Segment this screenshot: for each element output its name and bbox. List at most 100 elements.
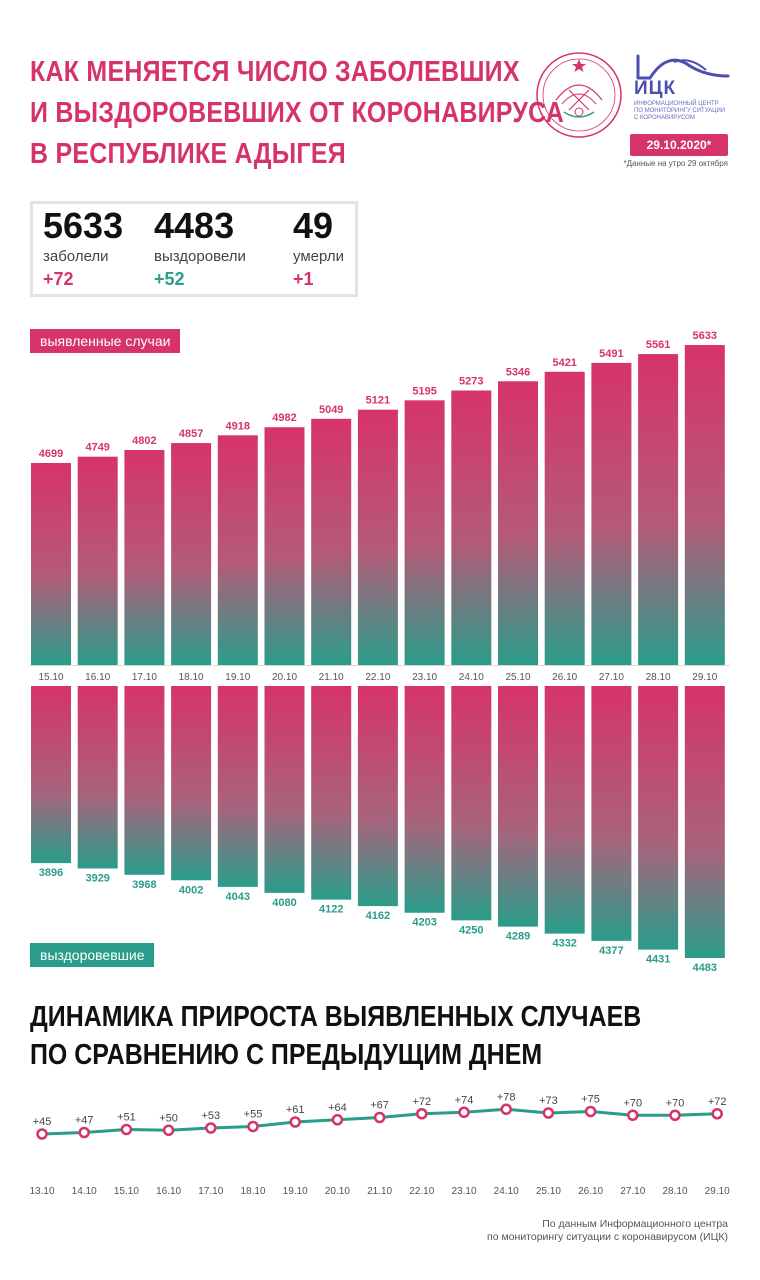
cases-bar	[544, 371, 585, 665]
recovered-bar	[171, 686, 212, 881]
title-line: В РЕСПУБЛИКЕ АДЫГЕЯ	[30, 138, 346, 170]
growth-point	[584, 1105, 597, 1118]
growth-date-label: 27.10	[620, 1186, 645, 1197]
growth-value-label: +72	[412, 1096, 431, 1108]
growth-date-label: 22.10	[409, 1186, 434, 1197]
stat-recovered: 4483 выздоровели +52	[154, 204, 246, 290]
cases-value-label: 5561	[646, 339, 670, 351]
date-tick-label: 21.10	[319, 672, 344, 683]
subtitle-line: ПО СРАВНЕНИЮ С ПРЕДЫДУЩИМ ДНЕМ	[30, 1039, 543, 1071]
growth-value-label: +64	[328, 1102, 347, 1114]
date-note: *Данные на утро 29 октября	[623, 159, 728, 168]
cases-bar	[77, 456, 118, 665]
cases-bar	[498, 381, 538, 665]
date-tick-label: 18.10	[179, 672, 204, 683]
recovered-legend-pill: выздоровевшие	[30, 943, 155, 967]
cases-value-label: 4918	[226, 420, 250, 432]
growth-date-label: 15.10	[114, 1186, 139, 1197]
cases-value-label: 5491	[599, 348, 623, 360]
cases-bar	[264, 427, 305, 665]
recovered-value-label: 4332	[552, 938, 576, 950]
cases-value-label: 4699	[39, 448, 63, 460]
cases-value-label: 5633	[693, 330, 717, 342]
growth-value-label: +73	[539, 1095, 558, 1107]
recovered-bar	[31, 686, 71, 864]
logo-name: ИЦК	[634, 78, 677, 99]
growth-date-label: 24.10	[494, 1186, 519, 1197]
date-tick-label: 15.10	[38, 672, 63, 683]
growth-point	[162, 1124, 175, 1136]
recovered-bar	[451, 686, 492, 921]
stat-value: 4483	[154, 205, 235, 246]
growth-point	[120, 1123, 133, 1136]
growth-value-label: +75	[581, 1094, 600, 1106]
recovered-value-label: 4289	[506, 931, 530, 943]
cases-value-label: 4857	[179, 428, 203, 440]
growth-value-label: +61	[286, 1104, 305, 1116]
logo-subtitle-line: С КОРОНАВИРУСОМ	[634, 115, 695, 121]
growth-point	[711, 1108, 723, 1120]
cases-bar	[404, 400, 445, 665]
date-tick-label: 19.10	[225, 672, 250, 683]
cases-bar	[171, 443, 212, 665]
recovered-bar	[311, 686, 352, 900]
daily-growth-chart: +45 13.10 +47 14.10 +51 15.10 +50 16.10 +53 17.10…	[29, 1091, 730, 1197]
growth-date-label: 14.10	[72, 1186, 97, 1197]
growth-date-label: 18.10	[240, 1186, 265, 1197]
recovered-value-label: 4483	[693, 962, 717, 974]
growth-date-label: 29.10	[705, 1186, 730, 1197]
cases-value-label: 5049	[319, 404, 343, 416]
logo-subtitle-line: ИНФОРМАЦИОННЫЙ ЦЕНТР	[634, 101, 719, 107]
date-tick-label: 24.10	[459, 672, 484, 683]
cases-bar	[217, 435, 258, 665]
growth-point	[289, 1116, 301, 1128]
recovered-bar	[264, 686, 305, 893]
date-tick-label: 22.10	[365, 672, 390, 683]
growth-date-label: 13.10	[29, 1186, 54, 1197]
date-tick-label: 26.10	[552, 672, 577, 683]
footer-line: По данным Информационного центра	[542, 1218, 728, 1230]
date-tick-label: 17.10	[132, 672, 157, 683]
growth-point	[458, 1106, 470, 1118]
stat-label: умерли	[293, 248, 344, 265]
recovered-value-label: 4080	[272, 897, 296, 909]
date-badge: 29.10.2020*	[630, 134, 728, 156]
growth-point	[416, 1108, 428, 1120]
growth-value-label: +72	[708, 1096, 727, 1108]
growth-value-label: +70	[666, 1097, 685, 1109]
date-tick-label: 20.10	[272, 672, 297, 683]
cases-value-label: 5346	[506, 366, 530, 378]
growth-point	[542, 1107, 555, 1119]
adygea-emblem-icon	[534, 50, 624, 140]
recovered-value-label: 3896	[39, 867, 63, 879]
growth-value-label: +47	[75, 1115, 94, 1127]
cases-bar	[684, 345, 725, 665]
recovered-value-label: 4203	[412, 917, 436, 929]
growth-date-label: 16.10	[156, 1186, 181, 1197]
subtitle-line: ДИНАМИКА ПРИРОСТА ВЫЯВЛЕННЫХ СЛУЧАЕВ	[30, 1001, 642, 1033]
growth-chart-title: ДИНАМИКА ПРИРОСТА ВЫЯВЛЕННЫХ СЛУЧАЕВ ПО …	[30, 998, 641, 1074]
stat-label: заболели	[43, 248, 109, 265]
logo-subtitle: ИНФОРМАЦИОННЫЙ ЦЕНТР ПО МОНИТОРИНГУ СИТУ…	[634, 101, 730, 122]
growth-point	[627, 1109, 639, 1121]
date-tick-label: 29.10	[692, 672, 717, 683]
cases-value-label: 4802	[132, 435, 156, 447]
growth-date-label: 20.10	[325, 1186, 350, 1197]
date-tick-label: 25.10	[505, 672, 530, 683]
growth-value-label: +55	[244, 1109, 263, 1121]
itsk-logo: ИЦК ИНФОРМАЦИОННЫЙ ЦЕНТР ПО МОНИТОРИНГУ …	[634, 52, 730, 122]
cases-legend-pill: выявленные случаи	[30, 329, 181, 353]
title-line: КАК МЕНЯЕТСЯ ЧИСЛО ЗАБОЛЕВШИХ	[30, 56, 520, 88]
cases-value-label: 5121	[366, 395, 390, 407]
growth-date-label: 26.10	[578, 1186, 603, 1197]
recovered-value-label: 3968	[132, 879, 156, 891]
growth-date-label: 19.10	[283, 1186, 308, 1197]
cases-bar	[311, 418, 352, 665]
logo-mountain-icon	[636, 54, 730, 80]
growth-point	[205, 1122, 217, 1134]
growth-value-label: +67	[370, 1100, 389, 1112]
source-footer: По данным Информационного центра по мони…	[487, 1218, 728, 1244]
recovered-bar	[544, 686, 585, 934]
growth-date-label: 25.10	[536, 1186, 561, 1197]
stat-delta: +1	[293, 269, 314, 289]
